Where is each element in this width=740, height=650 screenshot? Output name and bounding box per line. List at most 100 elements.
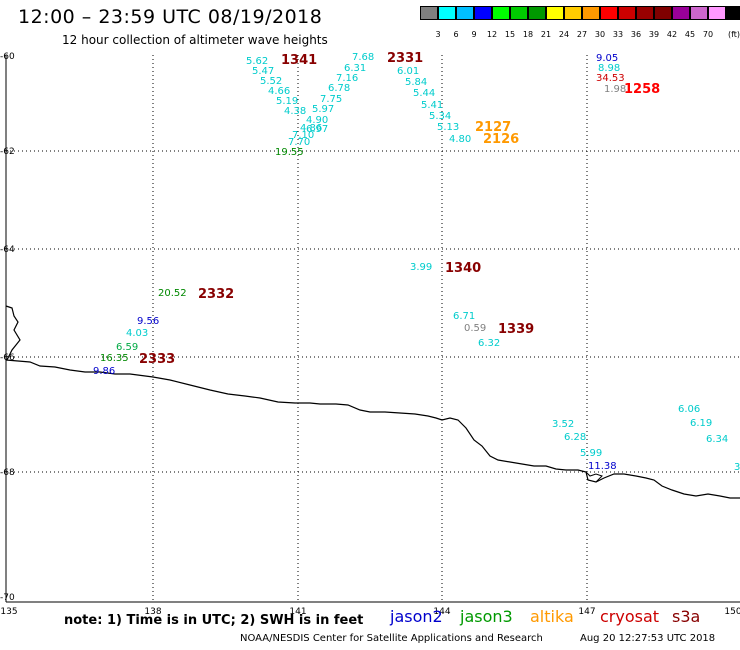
color-scale-swatch	[456, 6, 474, 20]
wave-height-value: 0.59	[464, 323, 486, 334]
wave-height-value: 6.34	[706, 434, 728, 445]
lon-label: 138	[144, 607, 161, 617]
color-scale-label: 18	[522, 30, 534, 39]
wave-height-value: 5.44	[413, 88, 435, 99]
wave-height-value: 9.05	[596, 53, 618, 64]
color-scale-label: 36	[630, 30, 642, 39]
antarctic-coastline	[5, 305, 740, 499]
satellite-legend-s3a: s3a	[672, 607, 701, 626]
color-scale-label: 42	[666, 30, 678, 39]
wave-height-value: 3.99	[410, 262, 432, 273]
color-scale-unit: (ft)	[727, 30, 740, 39]
satellite-legend-cryosat: cryosat	[600, 607, 660, 626]
color-scale-swatch	[510, 6, 528, 20]
wave-height-value: 6.32	[478, 338, 500, 349]
color-scale-swatch	[600, 6, 618, 20]
color-scale-label: 24	[558, 30, 570, 39]
wave-height-value: 5.99	[580, 448, 602, 459]
wave-height-value: 6.71	[453, 311, 475, 322]
wave-height-value: 5.34	[429, 111, 451, 122]
lat-label: -68	[0, 468, 15, 478]
satellite-legend-altika: altika	[530, 607, 574, 626]
color-scale-swatch	[726, 6, 740, 20]
color-scale-swatch	[438, 6, 456, 20]
graticule	[6, 55, 740, 602]
wave-height-value: 9.86	[93, 366, 115, 377]
lat-label: -62	[0, 147, 15, 157]
color-scale-label: 33	[612, 30, 624, 39]
color-scale-swatch	[636, 6, 654, 20]
wave-height-value: 16.35	[100, 353, 129, 364]
wave-height-value: 3.52	[552, 419, 574, 430]
color-scale-label: 27	[576, 30, 588, 39]
color-scale-label: 21	[540, 30, 552, 39]
wave-height-value: 7.75	[320, 94, 342, 105]
color-scale-swatch	[672, 6, 690, 20]
lon-label: 135	[0, 607, 17, 617]
color-scale-label: 15	[504, 30, 516, 39]
wave-height-observations: 5.625.475.524.665.194.384.904.867.107.70…	[93, 52, 740, 473]
wave-height-value: 5.19	[276, 96, 298, 107]
color-scale-label: 70	[702, 30, 714, 39]
color-scale-swatch	[492, 6, 510, 20]
wave-height-value: 6.31	[344, 63, 366, 74]
color-scale-swatch	[708, 6, 726, 20]
wave-height-value: 5.97	[312, 104, 334, 115]
lon-label: 144	[433, 607, 450, 617]
wave-height-value: 8.98	[598, 63, 620, 74]
wave-height-value: 11.38	[588, 461, 617, 472]
wave-height-value: 4.66	[268, 86, 290, 97]
credit-line: NOAA/NESDIS Center for Satellite Applica…	[240, 633, 543, 644]
pass-time-label: 1258	[624, 82, 660, 97]
color-scale-swatch	[564, 6, 582, 20]
wave-height-value: 5.62	[246, 56, 268, 67]
wave-height-value: 5.41	[421, 100, 443, 111]
color-scale-swatch	[420, 6, 438, 20]
wave-height-value: 7.16	[336, 73, 358, 84]
pass-time-label: 1340	[445, 261, 481, 276]
wave-height-value: 5.52	[260, 76, 282, 87]
color-scale-label: 3	[435, 30, 441, 39]
wave-height-value: 3	[734, 462, 740, 473]
color-scale-label: 39	[648, 30, 660, 39]
pass-time-label: 2332	[198, 287, 234, 302]
wave-height-value: 6.06	[678, 404, 700, 415]
wave-height-value: 9.56	[137, 316, 159, 327]
wave-height-value: 6.01	[397, 66, 419, 77]
wave-height-value: 7.10	[292, 130, 314, 141]
wave-height-value: 5.47	[252, 66, 274, 77]
lon-label: 141	[289, 607, 306, 617]
latitude-labels: -60 -62 -64 -66 -68 -70	[0, 52, 15, 603]
wave-height-value: 34.53	[596, 73, 625, 84]
wave-height-value: 1.98	[604, 84, 626, 95]
color-scale-swatch	[528, 6, 546, 20]
color-scale-swatch	[582, 6, 600, 20]
color-scale-label: 45	[684, 30, 696, 39]
wave-height-value: 5.84	[405, 77, 427, 88]
footer-note: note: 1) Time is in UTC; 2) SWH is in fe…	[64, 613, 364, 628]
color-scale-label: 9	[471, 30, 477, 39]
longitude-labels: 135 138 141 144 147 150	[0, 607, 740, 617]
color-scale-swatch	[474, 6, 492, 20]
pass-time-label: 2127	[475, 120, 511, 135]
generated-timestamp: Aug 20 12:27:53 UTC 2018	[580, 633, 716, 644]
wave-height-value: 7.68	[352, 52, 374, 63]
wave-height-value: 20.52	[158, 288, 187, 299]
wave-height-value: 19.55	[275, 147, 304, 158]
wave-height-value: 4.86	[300, 123, 322, 134]
lat-label: -60	[0, 52, 15, 62]
wave-height-value: 5.13	[437, 122, 459, 133]
lat-label: -70	[0, 593, 15, 603]
coastline-inlet	[585, 471, 603, 483]
pass-time-label: 2333	[139, 352, 175, 367]
wave-height-value: 6.59	[116, 342, 138, 353]
pass-time-label: 1341	[281, 53, 317, 68]
pass-time-label: 2126	[483, 132, 519, 147]
wave-height-value: 4.90	[306, 115, 328, 126]
page-subtitle: 12 hour collection of altimeter wave hei…	[62, 33, 328, 47]
color-scale-swatch	[654, 6, 672, 20]
lon-label: 150	[724, 607, 740, 617]
color-scale-label: 12	[486, 30, 498, 39]
wave-height-value: 6.97	[306, 124, 328, 135]
